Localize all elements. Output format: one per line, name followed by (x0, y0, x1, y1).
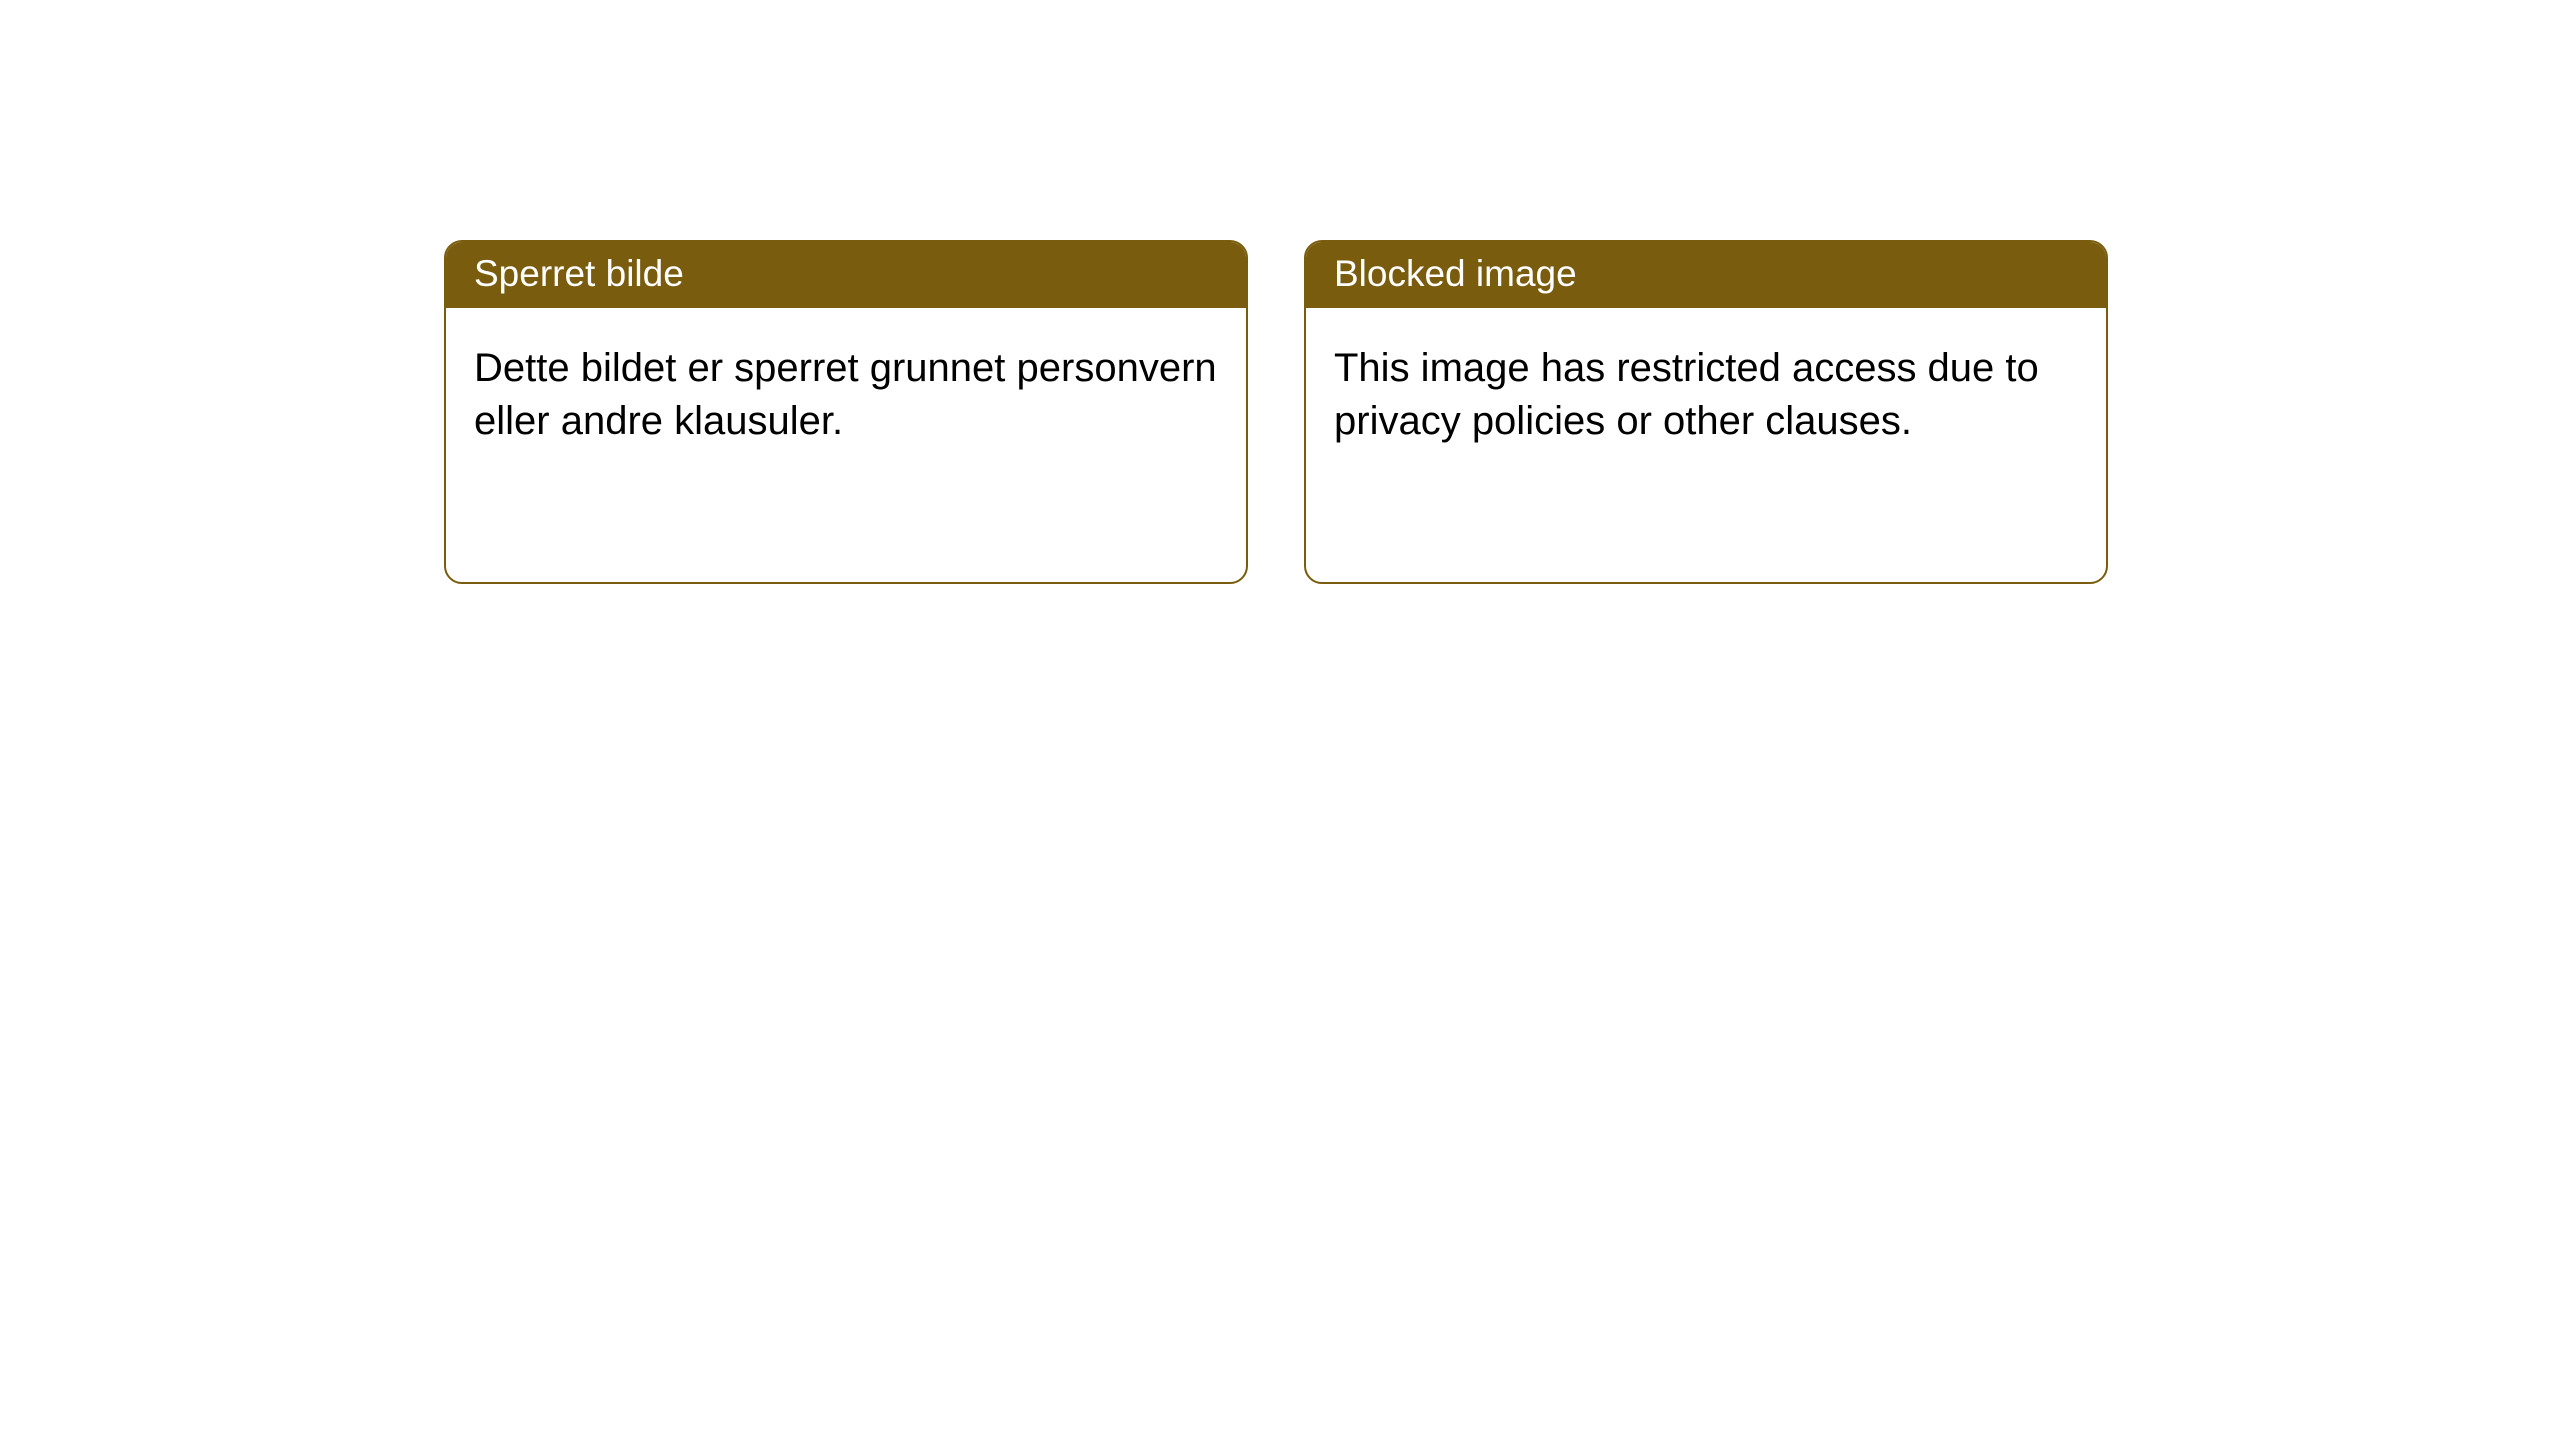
notice-card-norwegian: Sperret bilde Dette bildet er sperret gr… (444, 240, 1248, 584)
notice-body: Dette bildet er sperret grunnet personve… (446, 308, 1246, 582)
notice-message: Dette bildet er sperret grunnet personve… (474, 346, 1217, 443)
notice-title: Blocked image (1334, 253, 1577, 294)
notice-header: Blocked image (1306, 242, 2106, 308)
notice-header: Sperret bilde (446, 242, 1246, 308)
notice-message: This image has restricted access due to … (1334, 346, 2039, 443)
notice-title: Sperret bilde (474, 253, 684, 294)
notice-body: This image has restricted access due to … (1306, 308, 2106, 582)
notice-container: Sperret bilde Dette bildet er sperret gr… (0, 0, 2560, 584)
notice-card-english: Blocked image This image has restricted … (1304, 240, 2108, 584)
